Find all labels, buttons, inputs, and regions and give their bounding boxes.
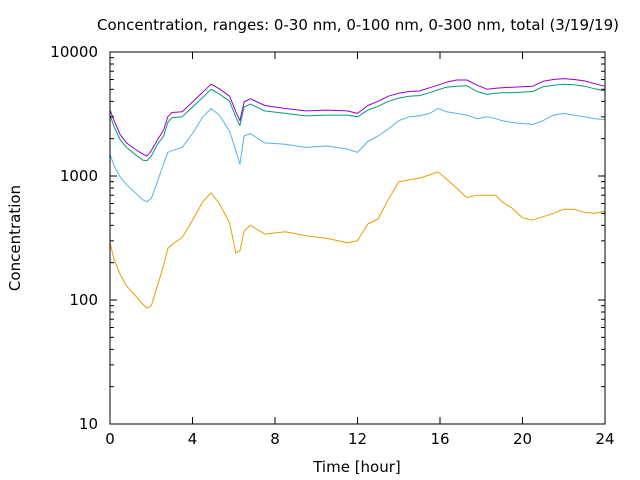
y-tick-label: 1000 — [60, 167, 98, 185]
axis-layer: 0 4 8 12 16 20 24 10 100 1000 10000 — [50, 43, 614, 448]
x-tick-label: 12 — [348, 430, 367, 448]
x-tick-label: 16 — [430, 430, 449, 448]
x-tick-label: 24 — [595, 430, 614, 448]
y-axis-label: Concentration — [6, 185, 24, 291]
series-layer — [109, 78, 606, 309]
x-axis-label: Time [hour] — [312, 458, 401, 476]
series-line-3 — [109, 83, 606, 162]
x-tick-label: 0 — [105, 430, 115, 448]
y-tick-label: 10 — [79, 415, 98, 433]
plot-frame — [109, 51, 606, 425]
x-tick-label: 4 — [188, 430, 198, 448]
y-tick-label: 10000 — [50, 43, 98, 61]
chart-title: Concentration, ranges: 0-30 nm, 0-100 nm… — [97, 16, 619, 34]
x-tick-label: 20 — [513, 430, 532, 448]
x-tick-label: 8 — [270, 430, 280, 448]
series-line-4 — [109, 78, 606, 157]
y-tick-label: 100 — [69, 291, 98, 309]
series-line-1 — [109, 171, 606, 309]
series-line-2 — [109, 108, 606, 203]
